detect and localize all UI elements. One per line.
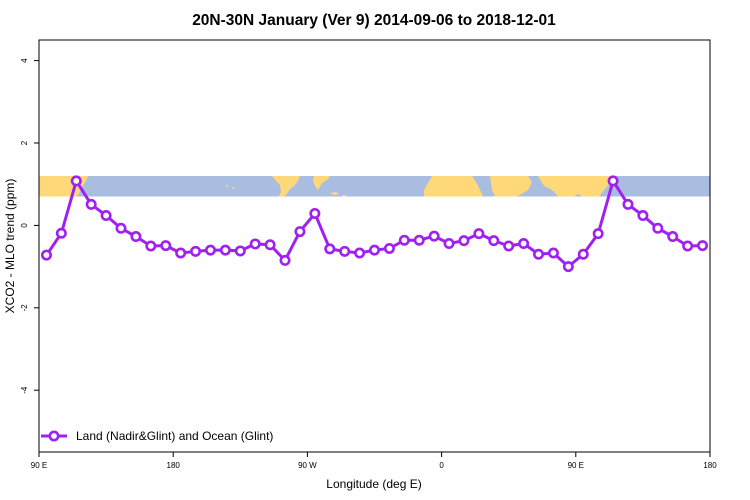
data-point [383, 242, 395, 254]
data-point [100, 210, 112, 222]
chart-title: 20N-30N January (Ver 9) 2014-09-06 to 20… [192, 12, 556, 29]
data-point [398, 234, 410, 246]
data-point [190, 245, 202, 257]
x-tick-label: 90 E [31, 461, 47, 470]
data-point [458, 235, 470, 247]
data-point [652, 222, 664, 234]
data-point [40, 249, 52, 261]
data-point [637, 210, 649, 222]
data-point [592, 228, 604, 240]
x-tick-label: 90 W [298, 461, 317, 470]
data-point [503, 240, 515, 252]
data-point [70, 175, 82, 187]
series-points [40, 175, 709, 273]
data-point [160, 240, 172, 252]
data-point [249, 238, 261, 250]
data-point [324, 243, 336, 255]
data-point [622, 198, 634, 210]
data-point [547, 247, 559, 259]
data-point [577, 248, 589, 260]
x-tick-label: 90 E [568, 461, 584, 470]
data-point [533, 248, 545, 260]
legend-label: Land (Nadir&Glint) and Ocean (Glint) [76, 429, 273, 443]
data-point [607, 175, 619, 187]
x-axis-ticks: 90 E 180 90 W 0 90 E 180 [31, 452, 717, 470]
data-point [667, 231, 679, 243]
data-point [562, 261, 574, 273]
map-land-small-islands [516, 184, 526, 191]
map-land-arabia [490, 176, 532, 197]
data-point [473, 228, 485, 240]
y-axis-label: XCO2 - MLO trend (ppm) [3, 179, 17, 314]
map-land-florida [313, 176, 330, 190]
data-point [175, 247, 187, 259]
y-tick-label: -2 [20, 304, 29, 312]
y-tick-label: 0 [20, 223, 29, 228]
data-point [488, 235, 500, 247]
data-point [234, 245, 246, 257]
data-point [294, 226, 306, 238]
y-axis-ticks: 4 2 0 -2 -4 [20, 58, 39, 394]
y-tick-label: 2 [20, 140, 29, 145]
data-point [55, 227, 67, 239]
data-point [518, 238, 530, 250]
data-point [413, 234, 425, 246]
data-point [697, 240, 709, 252]
data-point [264, 239, 276, 251]
legend-marker [48, 430, 60, 442]
data-point [279, 254, 291, 266]
map-land-mexico [272, 176, 300, 197]
data-point [339, 245, 351, 257]
map-band [39, 176, 710, 197]
data-point [309, 207, 321, 219]
x-axis-label: Longitude (deg E) [326, 477, 421, 491]
data-point [368, 244, 380, 256]
y-tick-label: 4 [20, 58, 29, 63]
legend: Land (Nadir&Glint) and Ocean (Glint) [41, 429, 273, 443]
y-tick-label: -4 [20, 386, 29, 394]
data-point [204, 244, 216, 256]
map-land-caribbean [330, 192, 347, 197]
map-land-islands [225, 185, 235, 189]
data-point [682, 240, 694, 252]
data-point [145, 240, 157, 252]
data-point [130, 231, 142, 243]
map-land-africa [424, 176, 484, 197]
x-tick-label: 180 [167, 461, 181, 470]
data-point [219, 244, 231, 256]
x-tick-label: 180 [703, 461, 717, 470]
plot-frame [38, 39, 711, 453]
data-point [115, 222, 127, 234]
x-tick-label: 0 [439, 461, 444, 470]
data-point [354, 247, 366, 259]
data-point [85, 198, 97, 210]
map-land-india-asia [538, 176, 612, 197]
data-point [428, 230, 440, 242]
data-point [443, 238, 455, 250]
